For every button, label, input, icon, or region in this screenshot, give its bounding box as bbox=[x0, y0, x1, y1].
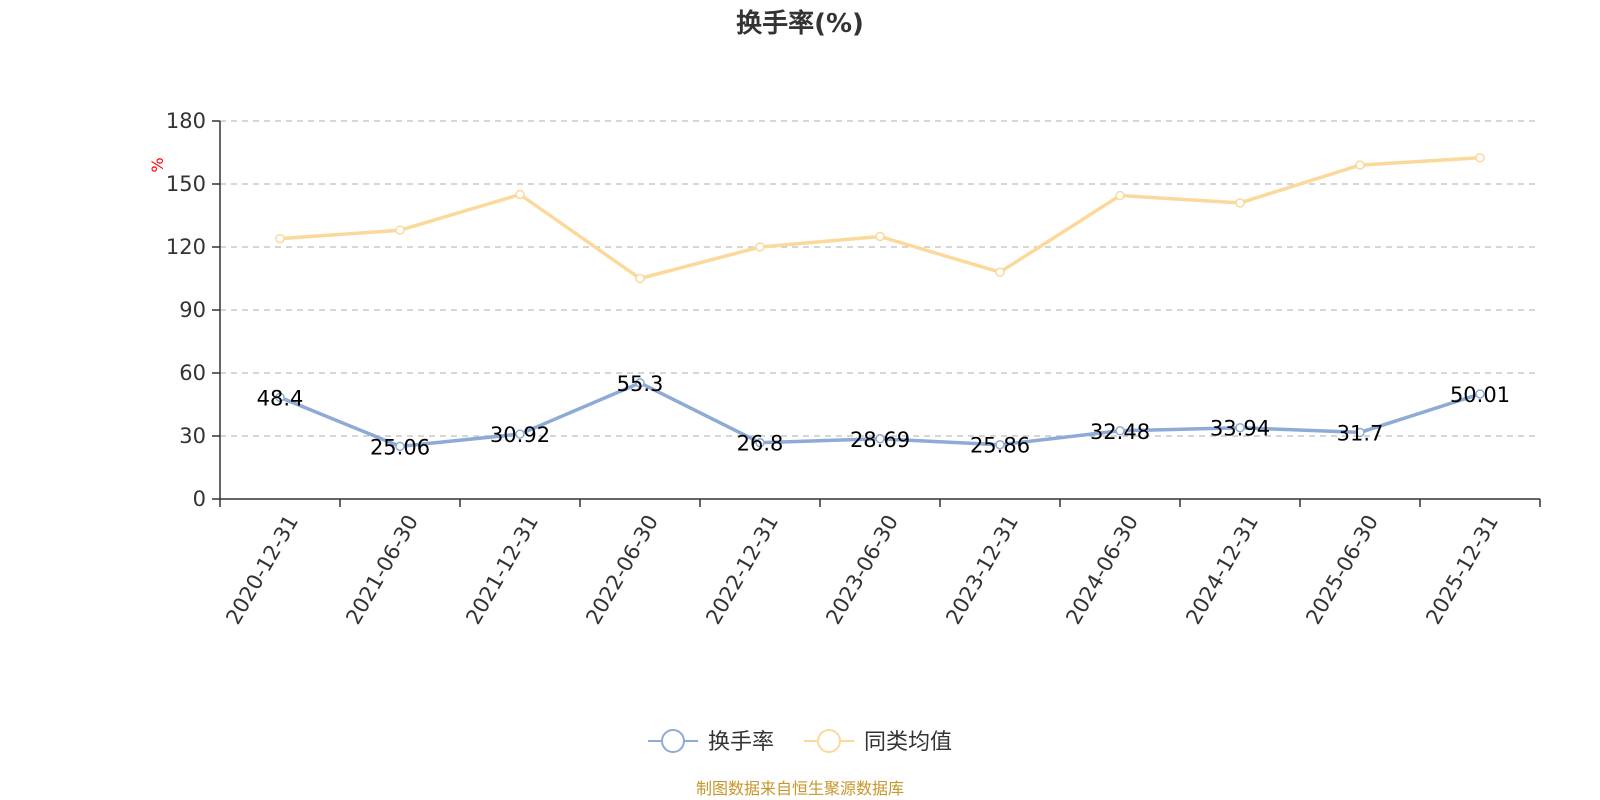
legend[interactable]: 换手率 同类均值 bbox=[648, 729, 952, 755]
x-tick-label: 2022-06-30 bbox=[581, 511, 663, 629]
legend-label: 同类均值 bbox=[864, 730, 952, 755]
data-point bbox=[635, 378, 645, 388]
series-line-1 bbox=[279, 156, 1481, 281]
data-point bbox=[875, 231, 885, 242]
x-tick-label: 2021-06-30 bbox=[341, 511, 423, 629]
data-point bbox=[275, 233, 285, 244]
data-label: 32.48 bbox=[1090, 420, 1150, 444]
x-tick-label: 2022-12-31 bbox=[701, 511, 783, 629]
data-label: 25.86 bbox=[970, 434, 1030, 458]
data-label: 26.8 bbox=[737, 432, 784, 456]
data-point bbox=[875, 434, 885, 444]
data-label: 28.69 bbox=[850, 428, 910, 452]
gridlines bbox=[220, 120, 1540, 437]
data-point bbox=[1115, 190, 1125, 201]
y-tick-label: 120 bbox=[166, 235, 206, 259]
data-point bbox=[515, 189, 525, 200]
legend-marker-icon bbox=[817, 729, 841, 753]
data-label: 30.92 bbox=[490, 423, 550, 447]
y-tick-label: 90 bbox=[179, 298, 206, 322]
y-tick-label: 0 bbox=[193, 487, 206, 511]
y-axis-unit-label: % bbox=[148, 157, 167, 172]
y-tick-label: 30 bbox=[179, 424, 206, 448]
data-label: 33.94 bbox=[1210, 417, 1270, 441]
x-tick-label: 2025-06-30 bbox=[1301, 511, 1383, 629]
y-tick-label: 60 bbox=[179, 361, 206, 385]
data-label: 31.7 bbox=[1337, 421, 1384, 445]
data-point bbox=[1355, 160, 1365, 170]
series-group bbox=[275, 153, 1485, 452]
data-point bbox=[275, 392, 285, 403]
axes: 0 30 60 90 120 150 180 2020-12-31 2021-06-30 2021… bbox=[166, 109, 1541, 629]
x-tick-label: 2025-12-31 bbox=[1421, 511, 1503, 629]
data-point bbox=[395, 225, 405, 235]
legend-label: 换手率 bbox=[708, 730, 774, 755]
data-point bbox=[1235, 422, 1245, 433]
chart-title: 换手率(%) bbox=[736, 8, 864, 39]
legend-marker-icon bbox=[661, 729, 685, 753]
data-point bbox=[1355, 427, 1365, 438]
data-point bbox=[1475, 389, 1485, 399]
source-note: 制图数据来自恒生聚源数据库 bbox=[696, 779, 904, 798]
data-label: 55.3 bbox=[617, 372, 664, 396]
x-tick-label: 2021-12-31 bbox=[461, 511, 543, 629]
x-tick-label: 2023-12-31 bbox=[941, 511, 1023, 629]
legend-item-0[interactable]: 换手率 bbox=[648, 729, 774, 755]
legend-item-1[interactable]: 同类均值 bbox=[804, 729, 952, 755]
data-point bbox=[395, 441, 405, 452]
data-point bbox=[755, 437, 765, 448]
data-point bbox=[1475, 153, 1485, 163]
data-point bbox=[1235, 198, 1245, 208]
x-tick-label: 2024-06-30 bbox=[1061, 511, 1143, 629]
data-point bbox=[995, 267, 1005, 277]
data-point bbox=[755, 242, 765, 252]
x-tick-label: 2024-12-31 bbox=[1181, 511, 1263, 629]
x-tick-label: 2023-06-30 bbox=[821, 511, 903, 629]
data-point bbox=[1115, 426, 1125, 436]
data-point bbox=[995, 439, 1005, 450]
data-point bbox=[515, 429, 525, 439]
y-tick-label: 150 bbox=[166, 172, 206, 196]
x-tick-label: 2020-12-31 bbox=[221, 511, 303, 629]
data-labels: 48.4 25.06 30.92 55.3 26.8 28.69 25.86 32.48 33.… bbox=[257, 372, 1510, 460]
y-tick-label: 180 bbox=[166, 109, 206, 133]
data-point bbox=[635, 273, 645, 284]
data-label: 50.01 bbox=[1450, 383, 1510, 407]
data-label: 25.06 bbox=[370, 435, 430, 459]
data-label: 48.4 bbox=[257, 386, 304, 410]
